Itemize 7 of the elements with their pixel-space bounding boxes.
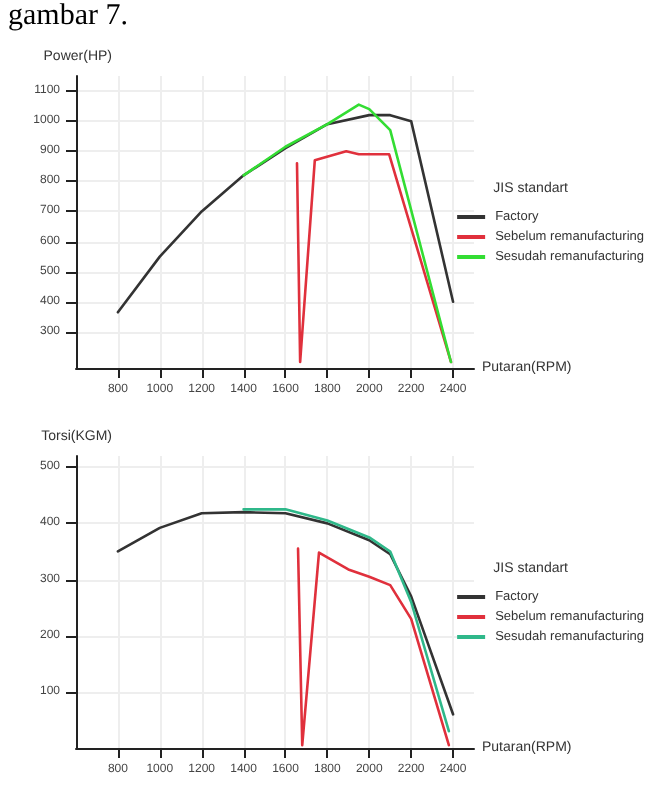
line-series — [116, 510, 455, 716]
line-series — [242, 103, 453, 364]
line-series — [242, 508, 451, 733]
line-series — [295, 149, 453, 364]
line-series — [296, 547, 451, 747]
line-series — [116, 113, 455, 314]
text: gambar 7. — [6, 0, 130, 32]
